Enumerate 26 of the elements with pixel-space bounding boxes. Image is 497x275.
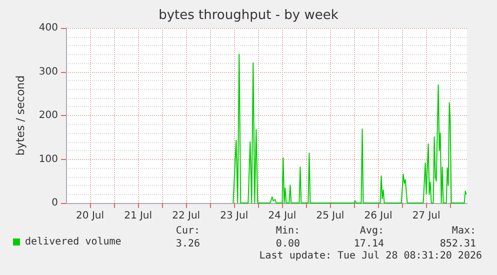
y-tick-label: 0 [52,198,58,208]
text: Last update: Tue Jul 28 08:31:20 2026 [259,250,482,262]
text: Avg: [360,226,384,236]
chart-title: bytes throughput - by week [158,8,339,23]
text: 852.31 [440,238,476,250]
x-tick-label: 24 Jul [268,210,296,222]
text: Min: [276,226,300,236]
y-axis-title: bytes / second [14,75,27,156]
text: 0.00 [276,238,300,250]
y-tick-label: 300 [38,66,58,78]
x-tick-label: 20 Jul [76,210,104,222]
x-tick-label: 27 Jul [412,210,440,222]
y-tick-label: 400 [38,22,58,34]
x-tick-label: 26 Jul [364,210,392,222]
x-tick-label: 22 Jul [172,210,200,222]
text: Cur: [176,226,200,236]
text: Max: [452,226,476,236]
y-tick-label: 200 [38,110,58,121]
legend-label: delivered volume [25,236,122,248]
line-series [232,54,467,204]
x-tick-label: 21 Jul [124,210,152,222]
x-tick-label: 25 Jul [316,210,344,222]
text: 17.14 [354,238,384,250]
x-tick-label: 23 Jul [220,210,248,222]
y-tick-label: 100 [38,154,58,165]
text: 3.26 [176,238,200,250]
